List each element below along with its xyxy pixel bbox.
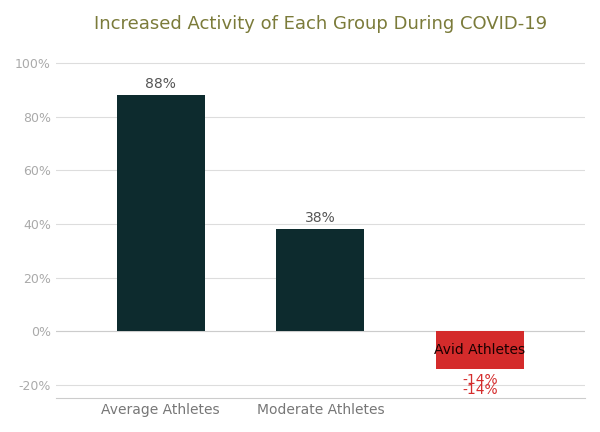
Text: 88%: 88%: [145, 77, 176, 91]
Text: Avid Athletes: Avid Athletes: [434, 343, 526, 357]
Text: -14%: -14%: [462, 373, 498, 387]
Title: Increased Activity of Each Group During COVID-19: Increased Activity of Each Group During …: [94, 15, 547, 33]
Bar: [436, 331, 524, 368]
Text: -14%: -14%: [462, 383, 498, 397]
Bar: [117, 95, 205, 331]
Text: 38%: 38%: [305, 211, 336, 226]
Bar: [277, 229, 364, 331]
